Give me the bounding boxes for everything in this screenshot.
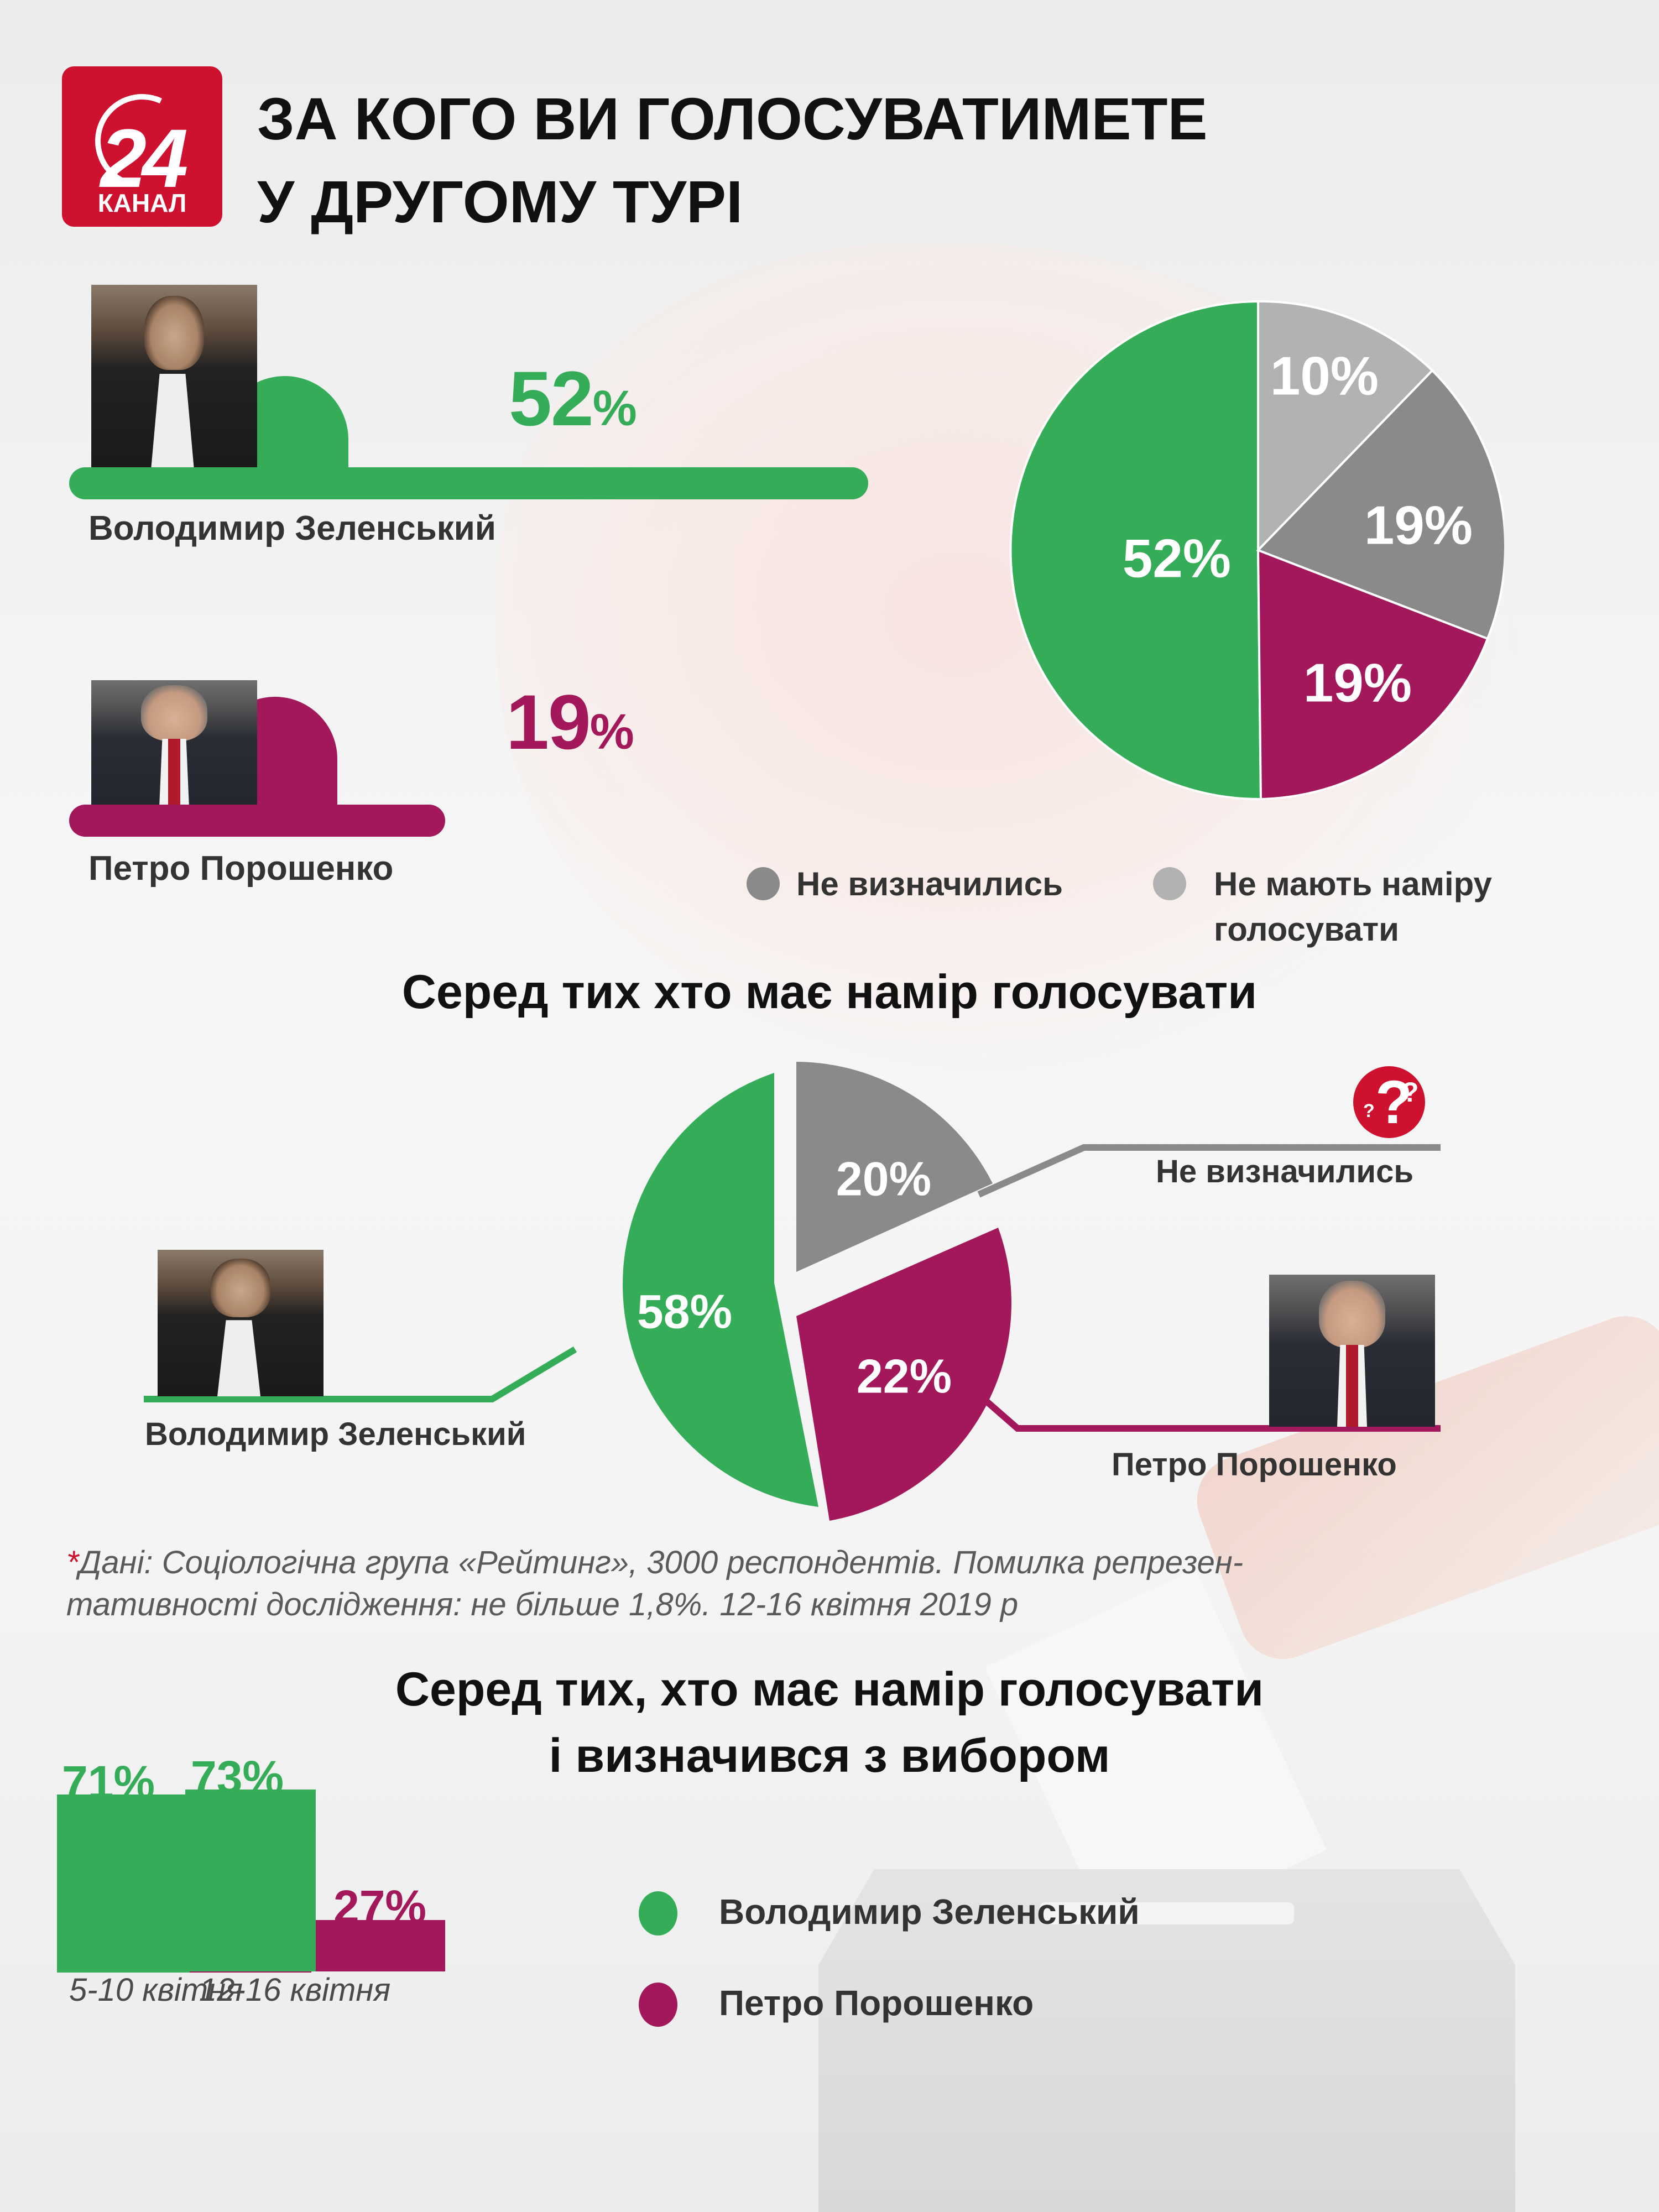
pie1-label-zelensky: 52% <box>1122 528 1232 589</box>
pie-slice-poroshenko <box>1256 549 1489 801</box>
pie-slice-undecided <box>1256 369 1504 640</box>
percent-sign: % <box>589 705 634 760</box>
pie2-label-zelensky: 58% <box>637 1285 733 1339</box>
pie-slice-zelensky <box>1009 300 1262 801</box>
poroshenko-name: Петро Порошенко <box>88 849 394 888</box>
legend-undecided-label: Не визначились <box>796 865 1063 902</box>
footnote-line-1: Дані: Соціологічна група «Рейтинг», 3000… <box>79 1545 1244 1580</box>
poroshenko-percent: 19% <box>506 677 634 767</box>
zelensky-percent: 52% <box>509 354 637 444</box>
footnote-line-2: тативності дослідження: не більше 1,8%. … <box>66 1587 1019 1623</box>
pie-chart-voters <box>144 1062 1441 1521</box>
pie2-slice-zelensky <box>623 1073 818 1507</box>
bar2-zelensky <box>185 1790 316 1971</box>
zelensky-small-photo-icon <box>158 1250 324 1396</box>
section3-title-line2: і визначився з вибором <box>549 1729 1110 1782</box>
logo-text: КАНАЛ <box>97 189 187 217</box>
callout-zelensky: Володимир Зеленський <box>145 1416 526 1452</box>
ballot-slot <box>1040 1902 1294 1924</box>
zelensky-photo-icon <box>91 285 257 470</box>
legend-not-voting-line2: голосувати <box>1214 911 1400 948</box>
channel-24-logo: 24 КАНАЛ <box>62 66 222 227</box>
pie-slice-not-voting <box>1257 300 1434 553</box>
bar1-category: 5-10 квітня <box>69 1972 243 2008</box>
zelensky-name: Володимир Зеленський <box>88 509 496 547</box>
legend-zelensky-label: Володимир Зеленський <box>719 1892 1140 1932</box>
question-marks-icon: ??? <box>1353 1066 1425 1138</box>
poroshenko-bar <box>69 805 445 837</box>
poroshenko-percent-value: 19 <box>506 679 591 765</box>
undecided-connector-line <box>977 1144 1441 1198</box>
callout-poroshenko: Петро Порошенко <box>1112 1447 1397 1483</box>
percent-sign: % <box>592 381 637 436</box>
legend-not-voting-line1: Не мають наміру <box>1214 865 1492 902</box>
section3-title-line1: Серед тих, хто має намір голосувати <box>395 1663 1264 1716</box>
pie2-slice-undecided <box>796 1062 993 1272</box>
title-line-2: У ДРУГОМУ ТУРІ <box>257 168 743 235</box>
pie1-label-not-voting: 10% <box>1270 345 1379 406</box>
logo-number: 24 <box>100 112 189 205</box>
legend-not-voting-dot-icon <box>1153 867 1186 900</box>
footnote-star: * <box>66 1545 79 1580</box>
pie2-label-undecided: 20% <box>836 1152 932 1206</box>
pie1-label-poroshenko: 19% <box>1303 652 1412 713</box>
legend-zelensky-dot-icon <box>639 1891 677 1936</box>
pie2-slice-poroshenko <box>796 1228 1011 1521</box>
bar1-zelensky <box>57 1794 190 1973</box>
bar2-poroshenko <box>316 1920 445 1971</box>
zelensky-percent-value: 52 <box>509 355 594 442</box>
page-title: ЗА КОГО ВИ ГОЛОСУВАТИМЕТЕ У ДРУГОМУ ТУРІ <box>257 77 1474 243</box>
zelensky-connector-line <box>144 1346 577 1402</box>
title-line-1: ЗА КОГО ВИ ГОЛОСУВАТИМЕТЕ <box>257 85 1208 152</box>
section3-title: Серед тих, хто має намір голосувати і ви… <box>0 1656 1659 1789</box>
section2-title: Серед тих хто має намір голосувати <box>401 966 1258 1019</box>
source-footnote: *Дані: Соціологічна група «Рейтинг», 300… <box>66 1542 1421 1626</box>
ballot-box-illustration <box>818 1869 1515 2212</box>
pie-chart-overall <box>1009 300 1504 801</box>
poroshenko-photo-icon <box>91 680 257 807</box>
pie1-label-undecided: 19% <box>1364 494 1473 556</box>
legend-poroshenko-dot-icon <box>639 1983 677 2027</box>
legend-poroshenko-label: Петро Порошенко <box>719 1983 1034 2023</box>
zelensky-bar <box>69 467 868 499</box>
bar2-category: 12-16 квітня <box>199 1972 391 2008</box>
legend-not-voting-label: Не мають наміру голосувати <box>1214 862 1492 952</box>
legend-undecided-dot-icon <box>747 867 780 900</box>
poroshenko-small-photo-icon <box>1269 1275 1435 1427</box>
pie2-label-poroshenko: 22% <box>856 1350 952 1404</box>
callout-undecided: Не визначились <box>1156 1154 1413 1190</box>
